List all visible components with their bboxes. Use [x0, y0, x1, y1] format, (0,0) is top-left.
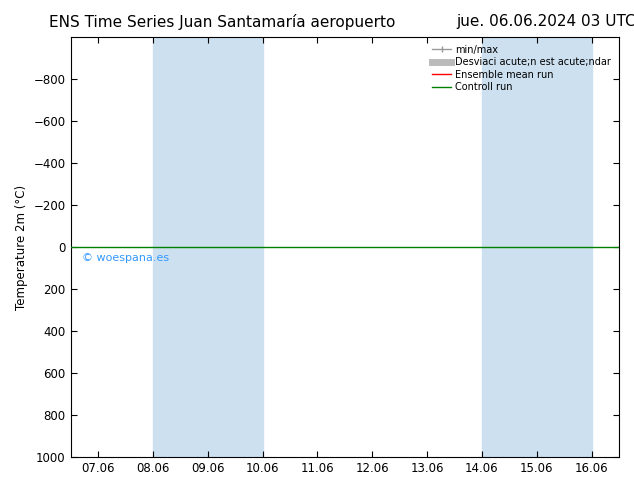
Text: ENS Time Series Juan Santamaría aeropuerto: ENS Time Series Juan Santamaría aeropuer…	[49, 14, 395, 30]
Text: jue. 06.06.2024 03 UTC: jue. 06.06.2024 03 UTC	[456, 14, 634, 29]
Text: © woespana.es: © woespana.es	[82, 253, 169, 263]
Legend: min/max, Desviaci acute;n est acute;ndar, Ensemble mean run, Controll run: min/max, Desviaci acute;n est acute;ndar…	[429, 42, 614, 95]
Bar	[482, 37, 592, 457]
Bar	[153, 37, 262, 457]
Y-axis label: Temperature 2m (°C): Temperature 2m (°C)	[15, 185, 28, 310]
